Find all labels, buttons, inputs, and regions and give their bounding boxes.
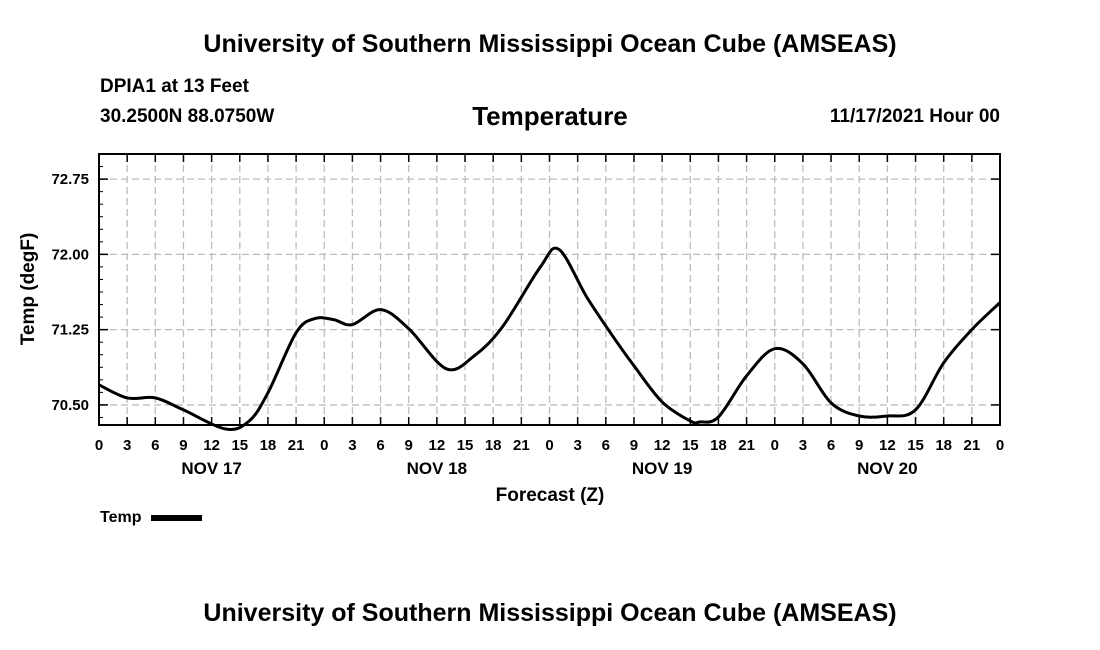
- x-tick-label: 3: [348, 437, 356, 454]
- x-tick-label: 0: [320, 437, 328, 454]
- x-tick-label: 15: [682, 437, 699, 454]
- day-label: NOV 20: [857, 459, 917, 478]
- x-tick-label: 18: [485, 437, 502, 454]
- x-tick-label: 18: [710, 437, 727, 454]
- grid: [99, 154, 1000, 425]
- day-label: NOV 17: [181, 459, 241, 478]
- x-tick-label: 9: [179, 437, 187, 454]
- x-tick-label: 3: [573, 437, 581, 454]
- x-tick-label: 21: [738, 437, 755, 454]
- x-tick-label: 12: [203, 437, 220, 454]
- x-tick-label: 12: [654, 437, 671, 454]
- x-tick-label: 18: [935, 437, 952, 454]
- station-coordinates: 30.2500N 88.0750W: [100, 106, 275, 127]
- day-label: NOV 19: [632, 459, 692, 478]
- y-tick-label: 72.00: [51, 246, 89, 263]
- x-tick-label: 15: [231, 437, 248, 454]
- x-tick-label: 9: [630, 437, 638, 454]
- x-tick-label: 6: [376, 437, 384, 454]
- plot-frame: [98, 153, 1001, 426]
- x-tick-label: 0: [996, 437, 1004, 454]
- x-tick-label: 3: [123, 437, 131, 454]
- x-tick-label: 6: [827, 437, 835, 454]
- legend: Temp: [100, 509, 203, 527]
- x-axis-label: Forecast (Z): [496, 485, 605, 506]
- chart-title-bottom: University of Southern Mississippi Ocean…: [203, 599, 897, 627]
- x-tick-label: 21: [964, 437, 981, 454]
- x-tick-label: 12: [429, 437, 446, 454]
- x-tick-label: 21: [288, 437, 305, 454]
- x-tick-label: 9: [855, 437, 863, 454]
- x-tick-label: 0: [771, 437, 779, 454]
- chart-title-top: University of Southern Mississippi Ocean…: [203, 30, 897, 58]
- x-tick-label: 6: [151, 437, 159, 454]
- y-tick-label: 72.75: [51, 171, 89, 188]
- x-tick-label: 9: [405, 437, 413, 454]
- y-tick-label: 70.50: [51, 397, 89, 414]
- series-layer: [98, 246, 1002, 431]
- legend-label: Temp: [100, 509, 142, 526]
- forecast-run-time: 11/17/2021 Hour 00: [829, 106, 1000, 127]
- y-axis-label: Temp (degF): [18, 233, 39, 346]
- axis-labels: 0 3 6 9 12 15 18 21 0 3 6 9 12 15 18 21 0 3 6 9 12 15 18 21 0 3 6 9…: [51, 171, 1004, 478]
- y-tick-label: 71.25: [51, 322, 89, 339]
- x-tick-label: 0: [95, 437, 103, 454]
- day-label: NOV 18: [407, 459, 467, 478]
- x-tick-label: 15: [457, 437, 474, 454]
- station-label: DPIA1 at 13 Feet: [100, 76, 249, 97]
- x-tick-label: 6: [602, 437, 610, 454]
- x-tick-label: 15: [907, 437, 924, 454]
- x-tick-label: 3: [799, 437, 807, 454]
- legend-line-swatch: [151, 515, 203, 521]
- x-tick-label: 18: [260, 437, 277, 454]
- x-tick-label: 0: [545, 437, 553, 454]
- temp-series-line: [98, 246, 1002, 431]
- x-tick-label: 21: [513, 437, 530, 454]
- x-tick-label: 12: [879, 437, 896, 454]
- variable-title: Temperature: [472, 101, 628, 131]
